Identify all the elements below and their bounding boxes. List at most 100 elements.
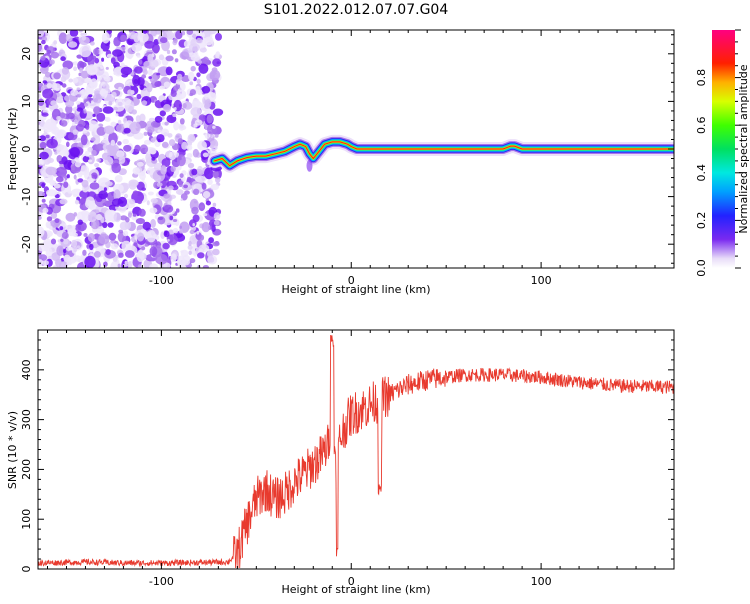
noise-speckle <box>175 208 180 213</box>
noise-speckle <box>72 129 79 135</box>
noise-speckle <box>170 165 176 173</box>
noise-speckle <box>189 258 196 264</box>
noise-speckle <box>132 74 141 87</box>
noise-speckle <box>95 143 105 151</box>
noise-speckle <box>90 78 98 90</box>
noise-speckle <box>108 132 118 145</box>
noise-speckle <box>71 225 76 230</box>
noise-speckle <box>189 92 194 97</box>
noise-speckle <box>65 33 73 42</box>
noise-speckle <box>74 199 80 205</box>
noise-speckle <box>110 121 117 127</box>
noise-speckle <box>128 53 133 60</box>
noise-speckle <box>117 119 122 125</box>
noise-speckle <box>137 31 149 43</box>
noise-speckle <box>95 226 105 235</box>
noise-speckle <box>63 181 69 188</box>
noise-speckle <box>127 89 133 96</box>
noise-speckle <box>50 238 57 245</box>
noise-speckle <box>74 160 82 168</box>
noise-speckle <box>195 31 202 36</box>
spectrogram-x-label: Height of straight line (km) <box>281 283 430 296</box>
noise-speckle <box>190 107 202 117</box>
noise-speckle <box>179 118 185 125</box>
noise-speckle <box>198 63 209 74</box>
noise-speckle <box>42 80 47 84</box>
noise-speckle <box>213 220 220 226</box>
noise-speckle <box>207 123 217 135</box>
noise-speckle <box>61 67 69 75</box>
noise-speckle <box>212 241 220 247</box>
noise-speckle <box>113 212 122 223</box>
noise-speckle <box>205 200 211 206</box>
noise-speckle <box>163 193 170 199</box>
noise-speckle <box>204 99 212 108</box>
noise-speckle <box>103 261 108 267</box>
noise-speckle <box>141 74 147 79</box>
noise-speckle <box>139 59 143 65</box>
noise-speckle <box>183 184 189 189</box>
noise-speckle <box>156 182 163 187</box>
noise-speckle <box>202 265 209 268</box>
noise-speckle <box>102 221 108 229</box>
noise-speckle <box>105 66 109 70</box>
noise-speckle <box>212 108 224 116</box>
noise-speckle <box>45 221 51 229</box>
noise-speckle <box>60 120 68 127</box>
spectrogram-x-tick-label: 0 <box>348 274 355 287</box>
noise-speckle <box>146 167 155 176</box>
noise-speckle <box>191 206 199 215</box>
noise-speckle <box>114 175 123 183</box>
snr-y-tick-label: 100 <box>20 509 33 530</box>
noise-speckle <box>135 218 145 225</box>
noise-speckle <box>84 77 93 84</box>
colorbar-tick-label: 0.0 <box>695 259 708 277</box>
noise-speckle <box>192 237 197 241</box>
noise-speckle <box>89 243 94 251</box>
noise-speckle <box>53 40 57 45</box>
noise-speckle <box>139 144 149 154</box>
noise-speckle <box>172 227 179 234</box>
spectrogram-x-tick-label: 100 <box>531 274 552 287</box>
noise-speckle <box>42 88 54 99</box>
noise-speckle <box>41 182 46 189</box>
noise-speckle <box>76 107 83 112</box>
noise-speckle <box>41 198 46 203</box>
snr-y-tick-label: 0 <box>20 566 33 573</box>
noise-speckle <box>76 87 81 91</box>
noise-speckle <box>120 34 127 42</box>
noise-speckle <box>137 199 142 205</box>
noise-speckle <box>77 137 81 142</box>
noise-speckle <box>46 157 54 163</box>
noise-speckle <box>143 131 148 136</box>
noise-speckle <box>85 124 90 130</box>
noise-speckle <box>175 189 184 195</box>
noise-speckle <box>61 83 67 88</box>
noise-speckle <box>84 150 90 157</box>
noise-speckle <box>149 147 157 155</box>
noise-speckle <box>82 249 87 256</box>
snr-y-tick-label: 400 <box>20 359 33 380</box>
noise-speckle <box>193 51 199 58</box>
noise-speckle <box>87 211 97 223</box>
noise-speckle <box>88 94 93 98</box>
noise-speckle <box>122 230 129 237</box>
noise-speckle <box>180 198 183 202</box>
noise-speckle <box>163 81 171 88</box>
noise-speckle <box>109 149 115 156</box>
noise-speckle <box>159 110 166 117</box>
noise-speckle <box>73 174 77 180</box>
noise-speckle <box>148 76 152 80</box>
noise-speckle <box>49 179 56 186</box>
spectrogram-y-tick-label: 10 <box>20 94 33 108</box>
noise-speckle <box>123 144 132 152</box>
noise-speckle <box>103 187 107 192</box>
noise-speckle <box>204 36 214 46</box>
noise-speckle <box>102 106 114 114</box>
noise-speckle <box>111 162 121 174</box>
noise-speckle <box>88 159 93 163</box>
noise-speckle <box>105 117 111 122</box>
noise-speckle <box>154 115 163 123</box>
